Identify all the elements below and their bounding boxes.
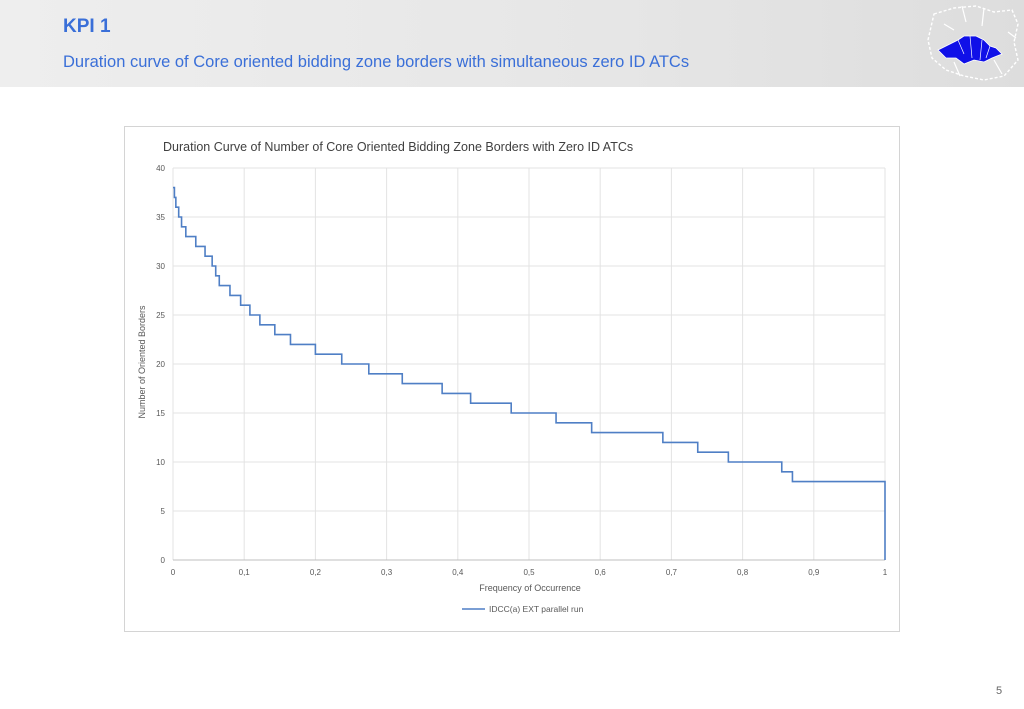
y-tick-label: 5 [161,507,166,516]
x-axis-label: Frequency of Occurrence [479,583,581,593]
x-tick-label: 0,7 [666,568,678,577]
y-tick-label: 40 [156,164,165,173]
page-number: 5 [996,685,1003,697]
x-tick-label: 0 [171,568,176,577]
x-tick-label: 0,8 [737,568,749,577]
europe-map-icon [927,5,1019,81]
y-axis-label: Number of Oriented Borders [137,305,147,419]
x-tick-label: 0,5 [523,568,535,577]
page-title: KPI 1 [63,16,111,37]
x-tick-label: 0,1 [239,568,251,577]
header-banner: KPI 1 Duration curve of Core oriented bi… [0,0,1024,87]
chart-container: Duration Curve of Number of Core Oriente… [124,126,900,632]
x-tick-label: 0,2 [310,568,322,577]
x-tick-label: 1 [883,568,888,577]
chart-legend: IDCC(a) EXT parallel run [462,604,584,614]
y-tick-label: 35 [156,213,165,222]
y-tick-label: 30 [156,262,165,271]
y-tick-label: 10 [156,458,165,467]
x-tick-label: 0,4 [452,568,464,577]
x-tick-label: 0,3 [381,568,393,577]
x-tick-label: 0,6 [595,568,607,577]
legend-label: IDCC(a) EXT parallel run [489,604,584,614]
duration-curve-chart: Duration Curve of Number of Core Oriente… [137,140,888,614]
y-tick-label: 15 [156,409,165,418]
y-tick-label: 25 [156,311,165,320]
chart-title: Duration Curve of Number of Core Oriente… [163,140,633,154]
y-tick-label: 20 [156,360,165,369]
page-subtitle: Duration curve of Core oriented bidding … [63,53,690,71]
series-line [173,186,886,560]
y-tick-label: 0 [161,556,166,565]
x-tick-label: 0,9 [808,568,820,577]
